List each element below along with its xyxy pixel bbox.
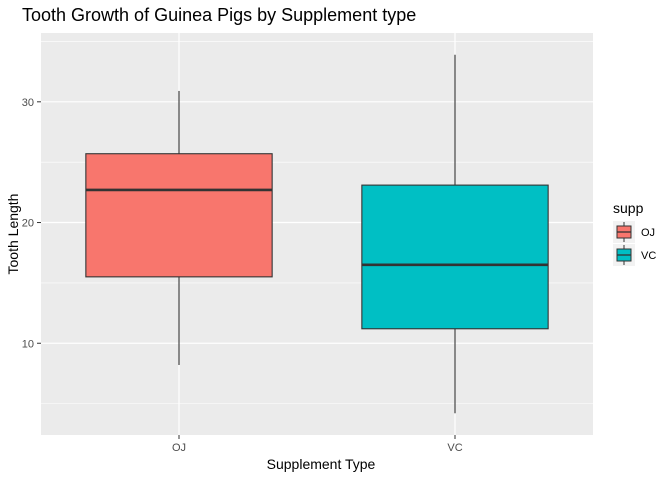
legend-item-vc: VC bbox=[613, 244, 656, 266]
x-tick-label: VC bbox=[447, 442, 462, 454]
chart-title: Tooth Growth of Guinea Pigs by Supplemen… bbox=[22, 5, 416, 25]
box-iqr bbox=[361, 184, 549, 330]
legend-item-oj: OJ bbox=[613, 221, 655, 243]
box-iqr bbox=[85, 153, 273, 278]
axes: 10 20 30 OJ VC bbox=[22, 97, 463, 454]
box-oj bbox=[85, 90, 273, 365]
legend-title: supp bbox=[613, 200, 644, 216]
legend: supp OJ VC bbox=[613, 200, 656, 266]
boxes bbox=[85, 54, 549, 414]
y-tick-label: 20 bbox=[22, 218, 34, 230]
y-tick-label: 10 bbox=[22, 338, 34, 350]
y-tick-label: 30 bbox=[22, 97, 34, 109]
x-axis-title: Supplement Type bbox=[267, 456, 376, 472]
x-tick-label: OJ bbox=[172, 442, 186, 454]
legend-label: VC bbox=[641, 250, 656, 262]
y-axis-title: Tooth Length bbox=[5, 194, 21, 275]
box-vc bbox=[361, 54, 549, 414]
legend-label: OJ bbox=[641, 227, 655, 239]
